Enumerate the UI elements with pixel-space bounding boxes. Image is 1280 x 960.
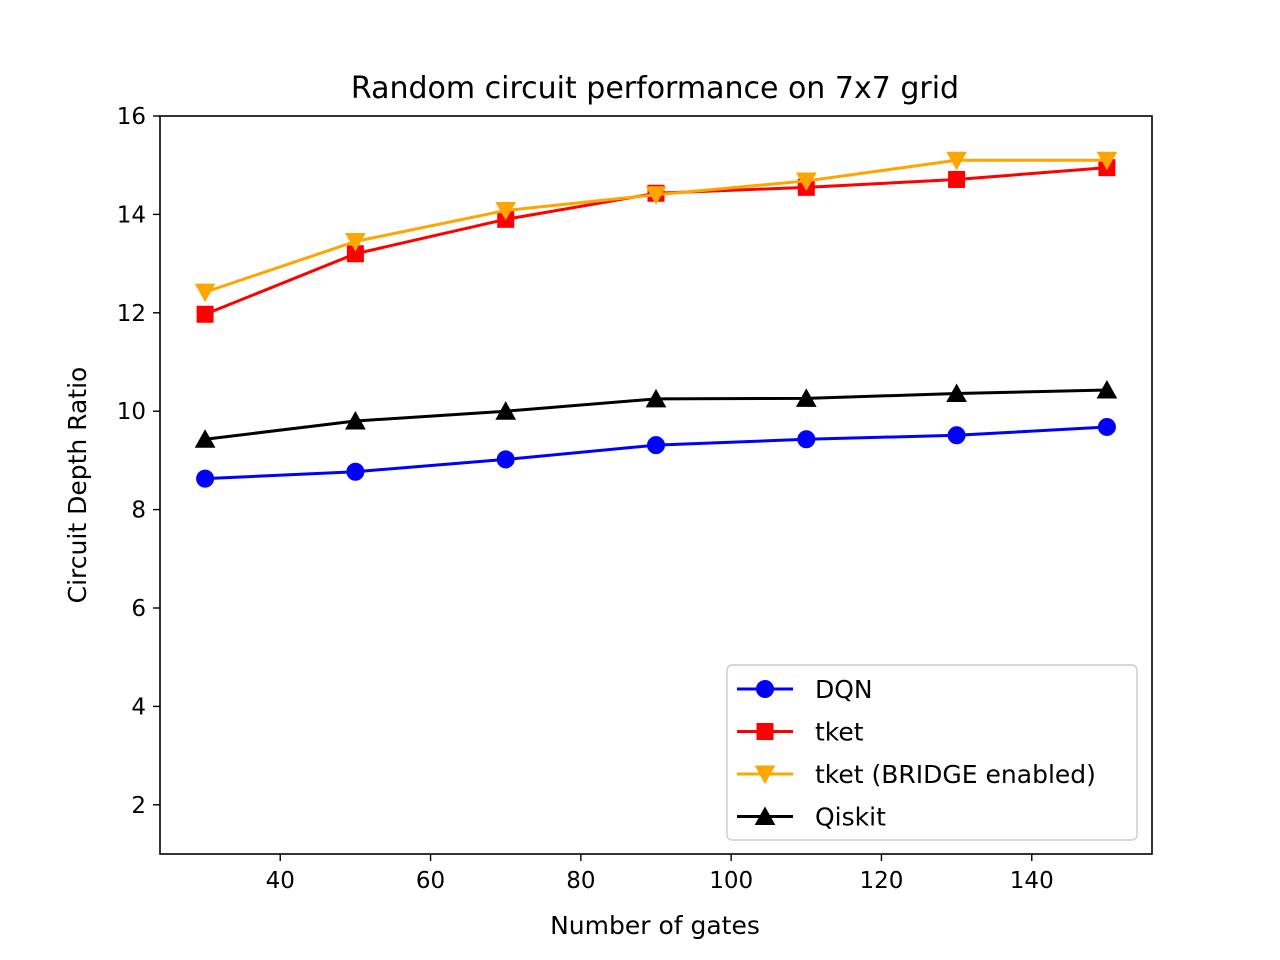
data-point: [194, 429, 216, 448]
data-point: [647, 436, 665, 455]
data-point: [645, 388, 667, 408]
legend-marker: [754, 806, 776, 825]
x-tick-label: 80: [566, 868, 595, 894]
plot-frame: [159, 115, 1153, 855]
x-tick-label: 120: [860, 868, 904, 894]
data-point: [948, 170, 966, 188]
data-point: [1096, 151, 1118, 171]
data-point: [797, 430, 816, 449]
data-point: [795, 388, 817, 407]
legend-marker: [756, 680, 774, 698]
legend: DQN tket tket (BRIDGE enabled) Qiskit: [726, 664, 1138, 841]
series-layer: [194, 151, 1118, 488]
series-tket-bridge-enabled: [194, 151, 1118, 303]
legend-item: Qiskit: [737, 803, 886, 832]
y-tick-label: 14: [117, 202, 146, 228]
axis-ticks: 40 60 80 100 120 140 2 4 6 8 10 12 14 16: [117, 104, 1054, 894]
legend-marker: [756, 723, 774, 740]
x-axis-label: Number of gates: [550, 911, 760, 940]
x-tick-label: 140: [1010, 868, 1054, 894]
data-point: [495, 401, 517, 420]
data-point: [345, 232, 366, 252]
legend-item: tket: [737, 718, 864, 747]
x-tick-label: 100: [709, 868, 753, 894]
legend-label: Qiskit: [815, 803, 886, 832]
data-point: [345, 411, 366, 430]
y-tick-label: 10: [117, 399, 146, 425]
y-tick-label: 16: [117, 104, 146, 130]
data-point: [946, 151, 967, 171]
legend-label: tket (BRIDGE enabled): [815, 760, 1096, 789]
data-point: [196, 305, 214, 323]
y-tick-label: 4: [131, 694, 146, 720]
y-tick-label: 12: [117, 301, 146, 327]
series-dqn: [196, 417, 1116, 488]
data-point: [194, 283, 216, 303]
legend-box: [726, 664, 1138, 841]
legend-marker: [754, 765, 776, 785]
data-point: [1096, 380, 1118, 399]
data-point: [1097, 417, 1116, 436]
data-point: [196, 469, 215, 488]
legend-label: tket: [815, 718, 864, 747]
y-tick-label: 8: [131, 498, 146, 524]
legend-item: DQN: [737, 675, 873, 704]
data-point: [346, 462, 365, 481]
data-point: [946, 383, 967, 402]
x-tick-label: 40: [266, 868, 295, 894]
y-tick-label: 6: [131, 596, 146, 622]
data-point: [947, 426, 966, 445]
y-axis-label: Circuit Depth Ratio: [63, 367, 92, 604]
data-point: [795, 172, 817, 191]
y-tick-label: 2: [131, 793, 146, 819]
legend-item: tket (BRIDGE enabled): [737, 760, 1096, 789]
data-point: [496, 450, 515, 469]
legend-label: DQN: [815, 675, 873, 704]
chart-title: Random circuit performance on 7x7 grid: [351, 71, 959, 106]
series-qiskit: [194, 380, 1118, 448]
x-tick-label: 60: [416, 868, 445, 894]
data-point: [495, 201, 517, 221]
data-point: [645, 186, 667, 205]
